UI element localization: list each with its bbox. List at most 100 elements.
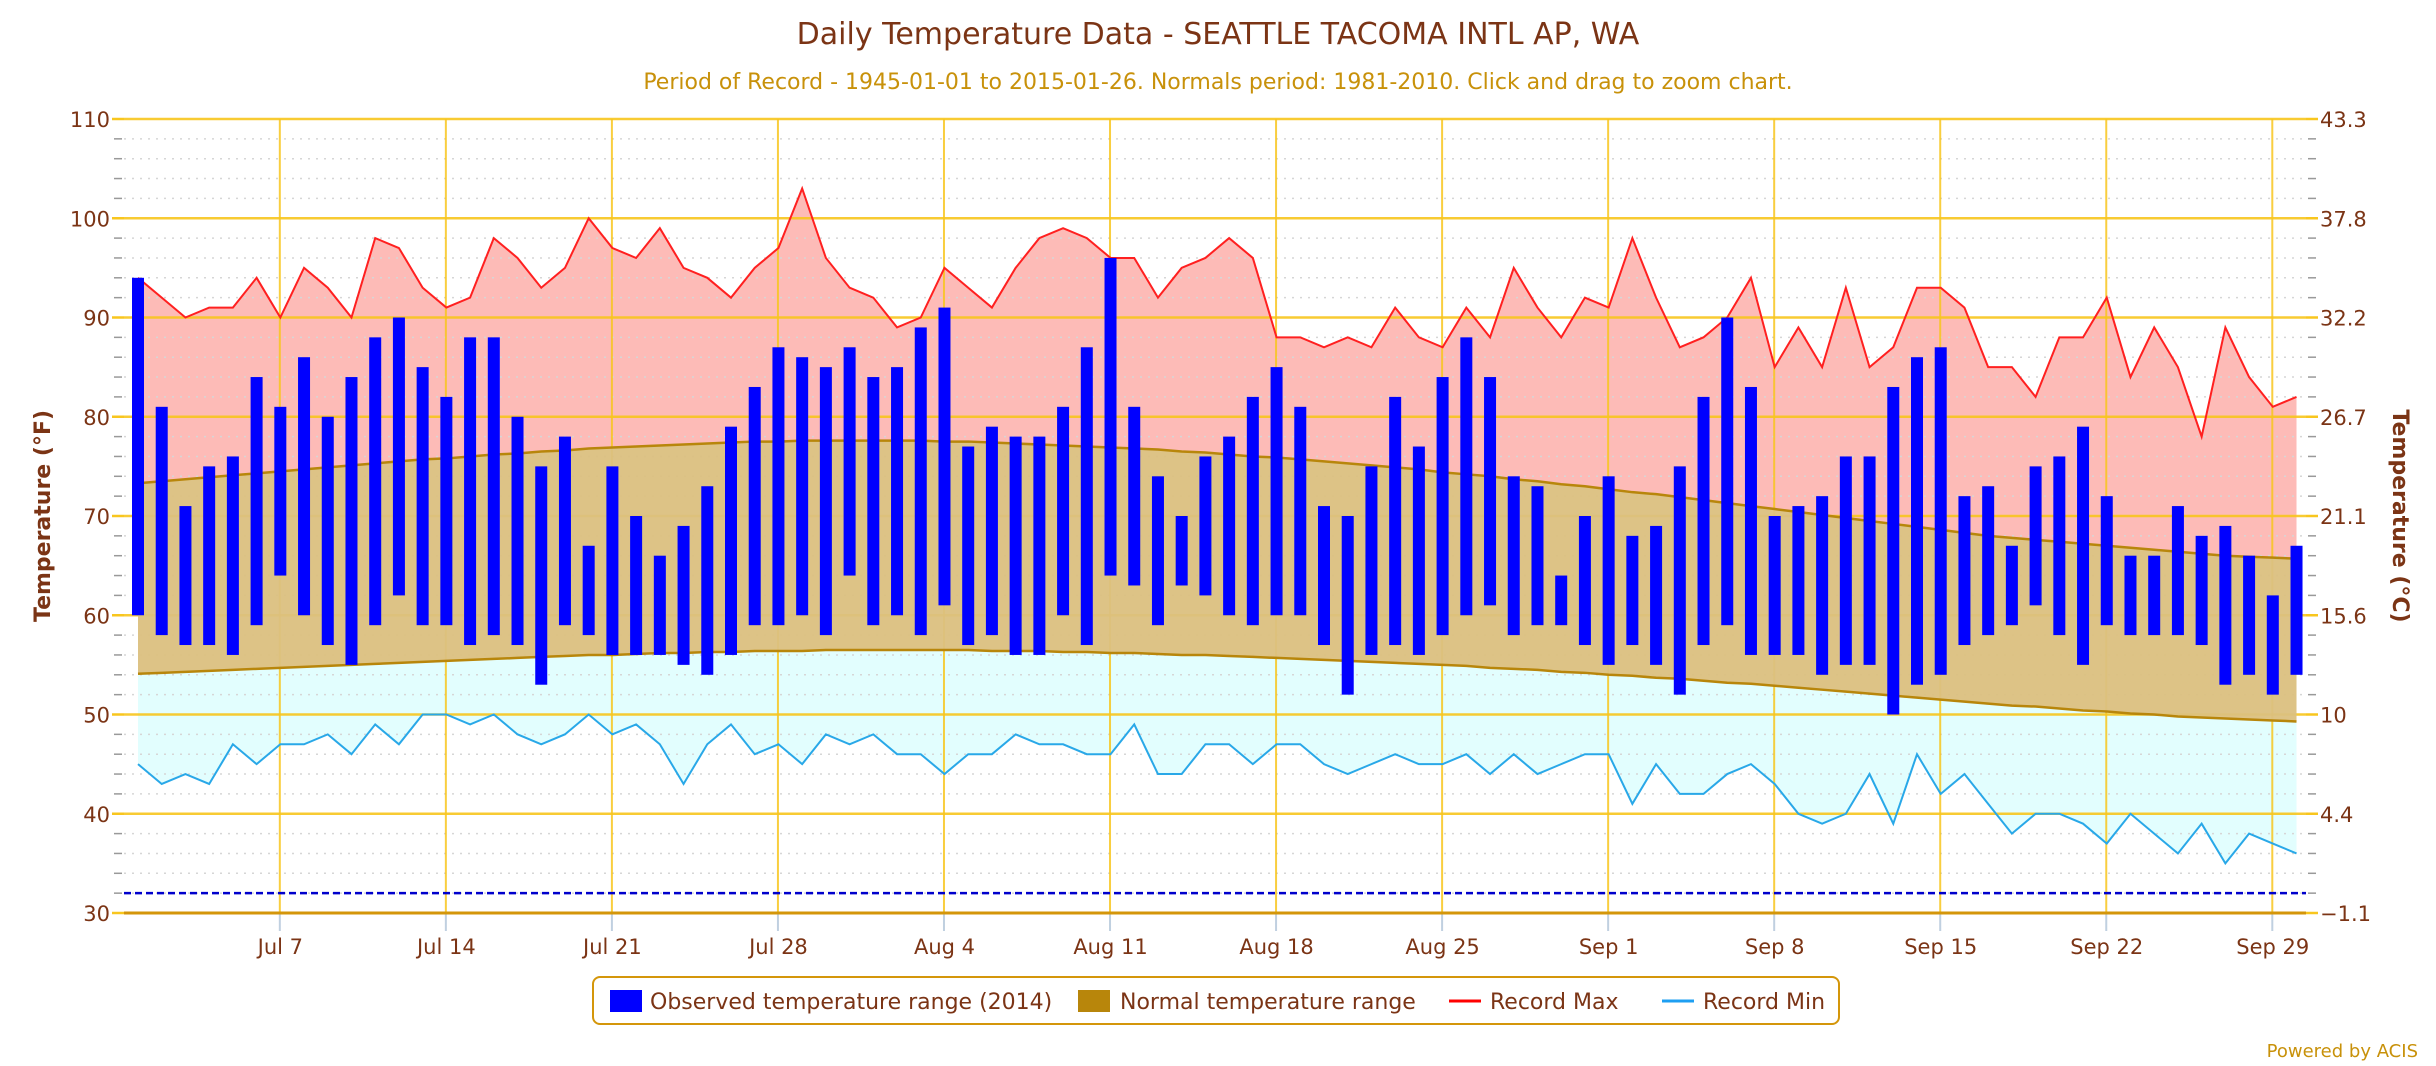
observed-range-bar[interactable] [606, 466, 619, 655]
observed-range-bar[interactable] [392, 317, 405, 596]
observed-range-bar[interactable] [464, 337, 477, 646]
observed-range-bar[interactable] [1080, 347, 1093, 646]
observed-range-bar[interactable] [558, 436, 571, 626]
observed-range-bar[interactable] [1389, 396, 1402, 646]
observed-range-bar[interactable] [1175, 516, 1188, 586]
observed-range-bar[interactable] [2124, 555, 2137, 636]
observed-range-bar[interactable] [1792, 506, 1805, 655]
observed-range-bar[interactable] [1982, 486, 1995, 636]
observed-range-bar[interactable] [1839, 456, 1852, 665]
observed-range-bar[interactable] [1104, 257, 1117, 576]
observed-range-bar[interactable] [1341, 516, 1354, 695]
observed-range-bar[interactable] [179, 506, 192, 646]
observed-range-bar[interactable] [1318, 506, 1330, 646]
observed-range-bar[interactable] [369, 337, 382, 626]
observed-range-bar[interactable] [701, 486, 714, 675]
observed-range-bar[interactable] [1650, 525, 1663, 665]
record-min-line[interactable] [137, 713, 2297, 866]
observed-range-bar[interactable] [2005, 545, 2018, 626]
observed-range-bar[interactable] [2195, 535, 2208, 646]
observed-range-bar[interactable] [1057, 406, 1070, 616]
observed-range-bar[interactable] [2266, 595, 2279, 695]
observed-range-bar[interactable] [2100, 496, 2113, 626]
observed-range-bar[interactable] [1768, 516, 1781, 655]
observed-range-bar[interactable] [274, 406, 287, 576]
observed-range-bar[interactable] [1507, 476, 1520, 636]
observed-range-bar[interactable] [891, 367, 904, 616]
observed-range-bar[interactable] [132, 277, 144, 616]
observed-range-bar[interactable] [1602, 476, 1615, 665]
observed-range-bar[interactable] [1626, 535, 1639, 646]
observed-range-bar[interactable] [2171, 506, 2184, 636]
observed-range-bar[interactable] [748, 386, 761, 626]
observed-range-bar[interactable] [1721, 317, 1734, 626]
observed-range-bar[interactable] [962, 446, 975, 646]
observed-range-bar[interactable] [938, 307, 951, 606]
observed-range-bar[interactable] [155, 406, 168, 636]
observed-range-bar[interactable] [819, 367, 832, 636]
observed-range-bar[interactable] [843, 347, 856, 576]
observed-range-bar[interactable] [630, 516, 643, 655]
observed-range-bar[interactable] [867, 377, 880, 626]
observed-range-bar[interactable] [2243, 555, 2256, 675]
observed-range-bar[interactable] [203, 466, 216, 646]
observed-range-bar[interactable] [226, 456, 239, 655]
observed-range-bar[interactable] [1484, 377, 1497, 606]
observed-range-bar[interactable] [1958, 496, 1971, 646]
observed-range-bar[interactable] [2148, 555, 2161, 636]
observed-range-bar[interactable] [345, 377, 358, 665]
observed-range-bar[interactable] [1199, 456, 1212, 596]
observed-range-bar[interactable] [1033, 436, 1046, 655]
observed-range-bar[interactable] [1697, 396, 1710, 646]
observed-range-bar[interactable] [772, 347, 785, 626]
observed-range-bar[interactable] [440, 396, 453, 626]
observed-range-bar[interactable] [1412, 446, 1425, 655]
observed-range-bar[interactable] [1531, 486, 1544, 626]
legend-item-observed[interactable]: Observed temperature range (2014) [610, 990, 1052, 1015]
observed-range-bar[interactable] [1270, 367, 1283, 616]
observed-range-bar[interactable] [1436, 377, 1449, 636]
observed-range-bar[interactable] [1887, 386, 1900, 715]
observed-range-bar[interactable] [1816, 496, 1829, 675]
observed-range-bar[interactable] [1460, 337, 1473, 616]
observed-range-bar[interactable] [677, 525, 690, 665]
observed-range-bar[interactable] [487, 337, 500, 636]
observed-range-bar[interactable] [1365, 466, 1378, 655]
observed-range-bar[interactable] [1673, 466, 1686, 695]
observed-range-bar[interactable] [796, 357, 809, 616]
observed-range-bar[interactable] [725, 426, 737, 655]
observed-range-bar[interactable] [2053, 456, 2066, 636]
observed-range-bar[interactable] [985, 426, 998, 636]
observed-range-bar[interactable] [1128, 406, 1141, 586]
powered-by-credit[interactable]: Powered by ACIS [2267, 1041, 2418, 1062]
observed-range-bar[interactable] [1555, 575, 1568, 626]
legend-item-normal[interactable]: Normal temperature range [1078, 990, 1416, 1015]
observed-range-bar[interactable] [1223, 436, 1236, 616]
observed-range-bar[interactable] [1151, 476, 1164, 626]
observed-range-bar[interactable] [1246, 396, 1259, 626]
observed-range-bar[interactable] [1863, 456, 1876, 665]
observed-range-bar[interactable] [1934, 347, 1947, 675]
observed-range-bar[interactable] [511, 416, 524, 646]
observed-range-bar[interactable] [535, 466, 548, 685]
observed-range-bar[interactable] [416, 367, 429, 626]
observed-range-bar[interactable] [653, 555, 666, 655]
observed-range-bar[interactable] [914, 327, 927, 636]
observed-range-bar[interactable] [1009, 436, 1022, 655]
observed-range-bar[interactable] [2029, 466, 2042, 606]
observed-range-bar[interactable] [2290, 545, 2303, 675]
record-max-line[interactable] [137, 185, 2297, 441]
legend-item-record-max[interactable]: Record Max [1449, 990, 1619, 1015]
observed-range-bar[interactable] [250, 377, 263, 626]
observed-range-bar[interactable] [321, 416, 334, 646]
observed-range-bar[interactable] [582, 545, 595, 636]
observed-range-bar[interactable] [2077, 426, 2090, 665]
observed-range-bar[interactable] [298, 357, 311, 616]
observed-range-bar[interactable] [1911, 357, 1923, 685]
observed-range-bar[interactable] [1294, 406, 1307, 616]
observed-range-bar[interactable] [1578, 516, 1591, 646]
observed-range-bar[interactable] [1744, 386, 1757, 655]
legend-item-record-min[interactable]: Record Min [1662, 990, 1825, 1015]
observed-range-bar[interactable] [2219, 525, 2232, 685]
